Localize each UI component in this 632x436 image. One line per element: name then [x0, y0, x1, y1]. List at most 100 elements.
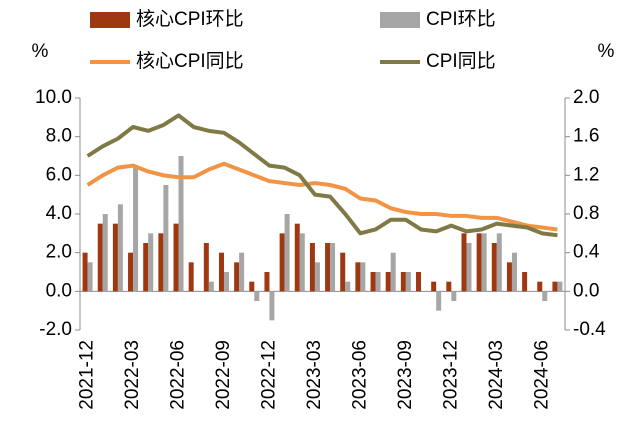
bar — [522, 272, 528, 292]
y-tick-label: 6.0 — [46, 164, 72, 185]
bar — [496, 233, 502, 292]
bar — [330, 243, 336, 292]
x-tick-label: 2023-12 — [440, 340, 461, 410]
x-tick-label: 2021-12 — [77, 340, 98, 410]
bar — [436, 291, 442, 311]
bar — [254, 291, 260, 301]
y-tick-label: -2.0 — [39, 319, 72, 340]
bar — [284, 214, 290, 292]
bar — [542, 291, 548, 301]
bar — [223, 272, 229, 292]
legend-label: 核心CPI同比 — [136, 50, 244, 72]
bar — [82, 252, 88, 292]
bar — [511, 252, 517, 292]
line — [86, 113, 558, 238]
y-tick-label: 0.0 — [46, 280, 72, 301]
bar — [234, 262, 240, 292]
bar — [537, 281, 543, 292]
bar — [360, 262, 366, 292]
bar — [264, 272, 270, 292]
bar — [97, 223, 103, 292]
x-tick-label: 2022-03 — [122, 340, 143, 410]
legend-swatch — [90, 12, 130, 28]
bar — [178, 156, 184, 292]
bar — [451, 291, 457, 301]
bar — [506, 262, 512, 292]
y2-tick-label: 0.0 — [573, 280, 599, 301]
bar — [269, 291, 275, 321]
bar — [148, 233, 154, 292]
x-tick-label: 2023-09 — [395, 340, 416, 410]
bar — [208, 281, 214, 292]
bar — [527, 291, 533, 292]
bar — [325, 243, 331, 292]
y2-tick-label: 1.6 — [573, 126, 599, 147]
bar — [466, 243, 472, 292]
bar — [158, 233, 164, 292]
bar — [355, 262, 361, 292]
x-tick-label: 2024-06 — [531, 340, 552, 410]
bar — [239, 252, 245, 292]
bar — [133, 165, 139, 292]
bar — [279, 233, 285, 292]
bar — [390, 252, 396, 292]
x-tick-label: 2022-12 — [258, 340, 279, 410]
bar — [102, 214, 108, 292]
bar — [476, 233, 482, 292]
legend-label: CPI环比 — [426, 8, 496, 30]
x-tick-label: 2023-06 — [349, 340, 370, 410]
x-tick-label: 2024-03 — [486, 340, 507, 410]
bar — [218, 252, 224, 292]
bar — [491, 243, 497, 292]
bar — [431, 281, 437, 292]
bar — [552, 281, 558, 292]
bar — [249, 281, 255, 292]
x-tick-label: 2022-06 — [168, 340, 189, 410]
bar — [117, 204, 123, 292]
y2-tick-label: 0.4 — [573, 242, 600, 263]
bar — [340, 252, 346, 292]
bar — [446, 281, 452, 292]
bar — [143, 243, 149, 292]
bar — [203, 243, 209, 292]
bar — [400, 272, 406, 292]
x-tick-label: 2022-09 — [213, 340, 234, 410]
bar — [345, 281, 351, 292]
y-tick-label: 2.0 — [46, 242, 72, 263]
bar — [294, 223, 300, 292]
bar — [481, 233, 487, 292]
y-tick-label: 4.0 — [46, 203, 72, 224]
y2-tick-label: 2.0 — [573, 87, 599, 108]
y-tick-label: 10.0 — [35, 87, 72, 108]
legend-swatch — [380, 12, 420, 28]
bar — [416, 272, 422, 292]
y2-tick-label: 0.8 — [573, 203, 599, 224]
bar — [188, 262, 194, 292]
y2-tick-label: -0.4 — [573, 319, 606, 340]
bar — [405, 272, 411, 292]
bar — [193, 291, 199, 292]
y-axis-label: % — [32, 41, 49, 62]
bar — [557, 281, 563, 292]
legend-label: 核心CPI环比 — [136, 8, 244, 30]
x-tick-label: 2023-03 — [304, 340, 325, 410]
bar — [128, 252, 134, 292]
bar — [309, 243, 315, 292]
bar — [87, 262, 93, 292]
bar — [370, 272, 376, 292]
bar — [375, 272, 381, 292]
y-tick-label: 8.0 — [46, 126, 72, 147]
bar — [461, 233, 467, 292]
bar — [385, 272, 391, 292]
y2-axis-label: % — [598, 41, 615, 62]
y2-tick-label: 1.2 — [573, 164, 599, 185]
bar — [421, 291, 427, 292]
bar — [314, 262, 320, 292]
bar — [299, 233, 305, 292]
bar — [163, 185, 169, 292]
bar — [173, 223, 179, 292]
line — [86, 161, 558, 232]
legend-label: CPI同比 — [426, 50, 496, 72]
bar — [112, 223, 118, 292]
